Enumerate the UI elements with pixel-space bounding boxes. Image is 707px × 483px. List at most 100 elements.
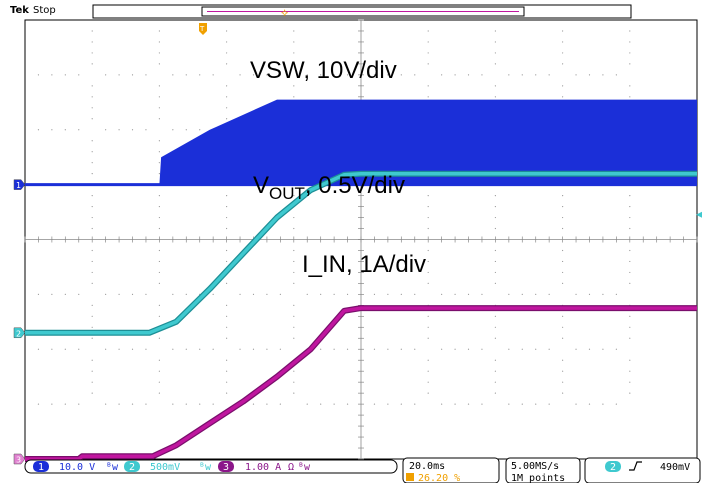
grid-dot	[441, 403, 443, 405]
ch2-ground-marker-icon[interactable]	[13, 327, 26, 339]
ch2-number: 2	[129, 462, 135, 473]
grid-dot	[454, 348, 456, 350]
grid-dot	[226, 249, 228, 252]
grid-dot	[588, 293, 591, 295]
grid-dot	[494, 85, 496, 87]
grid-dot	[427, 260, 429, 263]
grid-dot	[293, 370, 295, 372]
grid-dot	[91, 85, 93, 87]
grid-dot	[64, 293, 66, 295]
grid-dot	[185, 403, 187, 405]
grid-dot	[64, 129, 66, 131]
grid-dot	[441, 74, 443, 76]
grid-dot	[226, 205, 228, 208]
timebase-box[interactable]	[402, 457, 500, 483]
grid-dot	[158, 140, 160, 142]
grid-dot	[427, 359, 429, 361]
grid-dot	[51, 348, 53, 350]
grid-dot	[629, 260, 631, 263]
grid-dot	[279, 74, 281, 76]
grid-dot	[306, 293, 308, 295]
grid-dot	[91, 52, 93, 54]
grid-dot	[629, 216, 631, 219]
grid-dot	[494, 392, 496, 394]
grid-dot	[629, 52, 631, 54]
channel-readout-box[interactable]	[24, 459, 398, 474]
grid-dot	[575, 74, 577, 76]
grid-dot	[105, 74, 107, 76]
ch1-badge[interactable]	[33, 461, 49, 472]
grid-dot	[629, 392, 631, 394]
grid-dot	[494, 381, 496, 383]
grid-dot	[427, 326, 429, 328]
grid-dot	[91, 392, 93, 394]
grid-dot	[629, 96, 631, 98]
grid-dot	[562, 326, 564, 328]
grid-dot	[91, 162, 93, 164]
grid-dot	[91, 260, 93, 263]
grid-dot	[373, 74, 376, 76]
grid-dot	[226, 107, 228, 109]
grid-dot	[293, 271, 295, 274]
grid-dot	[521, 293, 523, 295]
grid-dot	[145, 403, 147, 405]
grid-dot	[346, 293, 349, 295]
grid-dot	[373, 293, 376, 295]
ch3-badge[interactable]	[218, 461, 234, 472]
grid-dot	[293, 227, 295, 230]
ch1-ground-marker-icon[interactable]	[13, 179, 26, 190]
grid-dot	[185, 293, 187, 295]
ch2-bandwidth-icon: ᴮw	[199, 462, 212, 473]
grid-dot	[400, 293, 402, 295]
grid-dot	[494, 216, 496, 219]
grid-dot	[266, 293, 268, 295]
grid-dot	[37, 74, 40, 76]
grid-dot	[158, 359, 160, 361]
grid-dot	[588, 403, 591, 405]
annotation-vsw: VSW, 10V/div	[250, 57, 397, 84]
ch3-ground-marker-icon[interactable]	[13, 453, 26, 465]
grid-dot	[467, 348, 470, 350]
trigger-level-arrow-icon[interactable]	[696, 211, 702, 218]
grid-dot	[548, 403, 550, 405]
grid-dot	[91, 107, 93, 109]
grid-dot	[333, 74, 335, 76]
grid-dot	[252, 403, 255, 405]
grid-dot	[562, 359, 564, 361]
grid-dot	[293, 63, 295, 65]
grid-dot	[226, 227, 228, 230]
ch2-scale: 500mV	[150, 462, 180, 473]
grid-dot	[145, 74, 147, 76]
grid-dot	[494, 30, 496, 32]
grid-dot	[212, 403, 214, 405]
grid-dot	[629, 315, 631, 317]
grid-dot	[535, 293, 537, 295]
grid-dot	[226, 282, 228, 284]
grid-dot	[562, 195, 564, 197]
grid-dot	[306, 403, 308, 405]
grid-dot	[400, 348, 402, 350]
grid-dot	[602, 348, 604, 350]
grid-dot	[226, 370, 228, 372]
rising-edge-icon	[629, 461, 642, 471]
grid-dot	[279, 348, 281, 350]
grid-dot	[320, 74, 322, 76]
ch1-number: 1	[38, 462, 44, 473]
acquisition-box[interactable]	[505, 457, 581, 483]
grid-dot	[562, 381, 564, 383]
ch2-badge[interactable]	[124, 461, 140, 472]
trigger-position: 26.20 %	[418, 473, 460, 483]
grid-dot	[346, 348, 349, 350]
grid-dot	[427, 370, 429, 372]
grid-dot	[91, 96, 93, 98]
grid-dot	[562, 30, 564, 32]
grid-dot	[239, 293, 241, 295]
grid-dot	[158, 216, 160, 219]
brand-label: Tek	[10, 5, 29, 16]
ch2-marker-label: 2	[16, 329, 21, 338]
ch3-number: 3	[223, 462, 229, 473]
grid-dot	[454, 74, 456, 76]
grid-dot	[427, 227, 429, 230]
grid-dot	[454, 403, 456, 405]
grid-dot	[226, 326, 228, 328]
